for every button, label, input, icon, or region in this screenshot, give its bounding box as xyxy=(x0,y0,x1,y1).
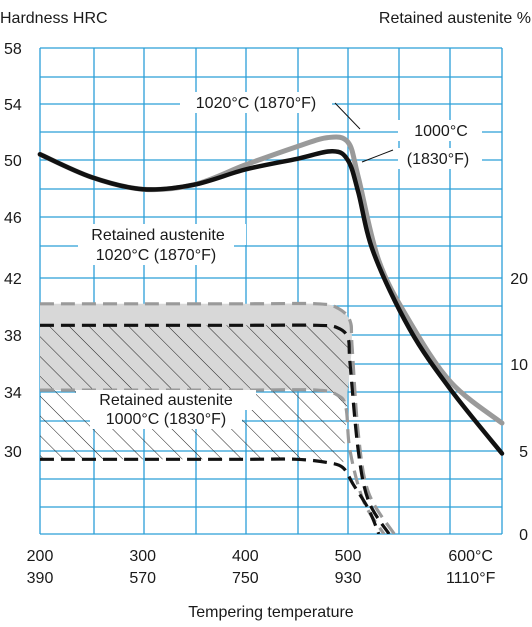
y-left-tick-label: 58 xyxy=(4,41,22,58)
y-left-axis-title: Hardness HRC xyxy=(0,10,108,27)
x-tick-label-f: 390 xyxy=(27,570,54,587)
label-hardness-1000-text-a: 1000°C xyxy=(414,123,468,140)
x-tick-label-c: 400 xyxy=(232,548,259,565)
y-left-tick-label: 42 xyxy=(4,271,22,288)
label-hardness-1020: 1020°C (1870°F) xyxy=(180,92,361,130)
x-tick-label-f: 570 xyxy=(129,570,156,587)
y-right-tick-label: 10 xyxy=(510,357,528,374)
tick-labels: 5854504642383430201050200390300570400750… xyxy=(4,41,528,587)
ra-1020-upper-line xyxy=(40,301,396,534)
ra-1000-lower-line xyxy=(40,457,381,534)
label-hardness-1000-text-b: (1830°F) xyxy=(407,151,469,168)
y-right-tick-label: 0 xyxy=(519,527,528,544)
label-ra-1020-text-a: Retained austenite xyxy=(91,227,225,244)
label-ra-1000: Retained austenite 1000°C (1830°F) xyxy=(76,390,256,429)
y-left-tick-label: 46 xyxy=(4,210,22,227)
label-hardness-1020-text: 1020°C (1870°F) xyxy=(196,95,316,112)
label-ra-1000-text-a: Retained austenite xyxy=(99,392,233,409)
y-right-tick-label: 5 xyxy=(519,444,528,461)
y-right-tick-label: 20 xyxy=(510,271,528,288)
x-tick-label-c: 300 xyxy=(129,548,156,565)
x-tick-label-f: 1110°F xyxy=(446,570,496,587)
x-tick-label-c: 600°C xyxy=(448,548,493,565)
label-ra-1020: Retained austenite 1020°C (1870°F) xyxy=(72,224,246,265)
y-left-tick-label: 54 xyxy=(4,97,22,114)
hardness-1000-line xyxy=(37,149,505,456)
hardness-layer xyxy=(37,134,505,456)
x-tick-label-f: 750 xyxy=(232,570,259,587)
x-tick-label-f: 930 xyxy=(335,570,362,587)
y-left-tick-label: 38 xyxy=(4,328,22,345)
x-axis-title: Tempering temperature xyxy=(188,604,354,621)
label-ra-1000-text-b: 1000°C (1830°F) xyxy=(106,411,226,428)
y-left-tick-label: 34 xyxy=(4,385,22,402)
label-ra-1020-text-b: 1020°C (1870°F) xyxy=(96,247,216,264)
y-right-axis-title: Retained austenite % xyxy=(379,10,531,27)
label-hardness-1000: 1000°C (1830°F) xyxy=(361,120,482,169)
y-left-tick-label: 50 xyxy=(4,153,22,170)
ra-1000-upper-line xyxy=(40,323,391,534)
y-left-tick-label: 30 xyxy=(4,444,22,461)
x-tick-label-c: 500 xyxy=(335,548,362,565)
x-tick-label-c: 200 xyxy=(27,548,54,565)
